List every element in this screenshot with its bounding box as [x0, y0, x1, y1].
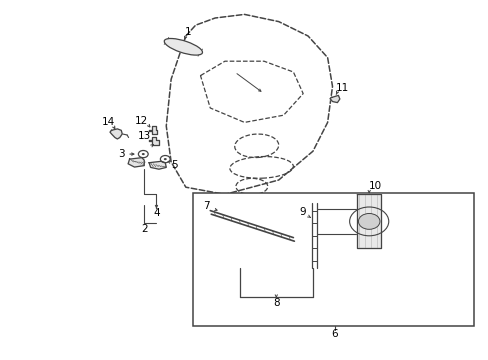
- Circle shape: [142, 153, 144, 155]
- Text: 9: 9: [299, 207, 306, 217]
- Text: 4: 4: [153, 208, 160, 218]
- Ellipse shape: [164, 39, 202, 55]
- Text: 8: 8: [272, 298, 279, 308]
- Text: 1: 1: [184, 27, 191, 37]
- Text: 3: 3: [118, 149, 124, 159]
- Text: 6: 6: [331, 329, 338, 339]
- Polygon shape: [128, 158, 144, 167]
- Polygon shape: [356, 194, 381, 248]
- Polygon shape: [149, 161, 166, 169]
- Text: 13: 13: [137, 131, 151, 141]
- Text: 7: 7: [203, 201, 209, 211]
- Text: 10: 10: [368, 181, 381, 192]
- Polygon shape: [149, 126, 157, 134]
- Text: 11: 11: [335, 83, 348, 93]
- Polygon shape: [329, 95, 339, 103]
- Bar: [193, 193, 473, 326]
- Text: 12: 12: [135, 116, 148, 126]
- Text: 5: 5: [171, 160, 178, 170]
- Polygon shape: [110, 129, 122, 139]
- Polygon shape: [149, 137, 159, 145]
- Circle shape: [163, 158, 166, 160]
- Text: 2: 2: [141, 224, 147, 234]
- Circle shape: [358, 213, 379, 229]
- Text: 14: 14: [102, 117, 115, 127]
